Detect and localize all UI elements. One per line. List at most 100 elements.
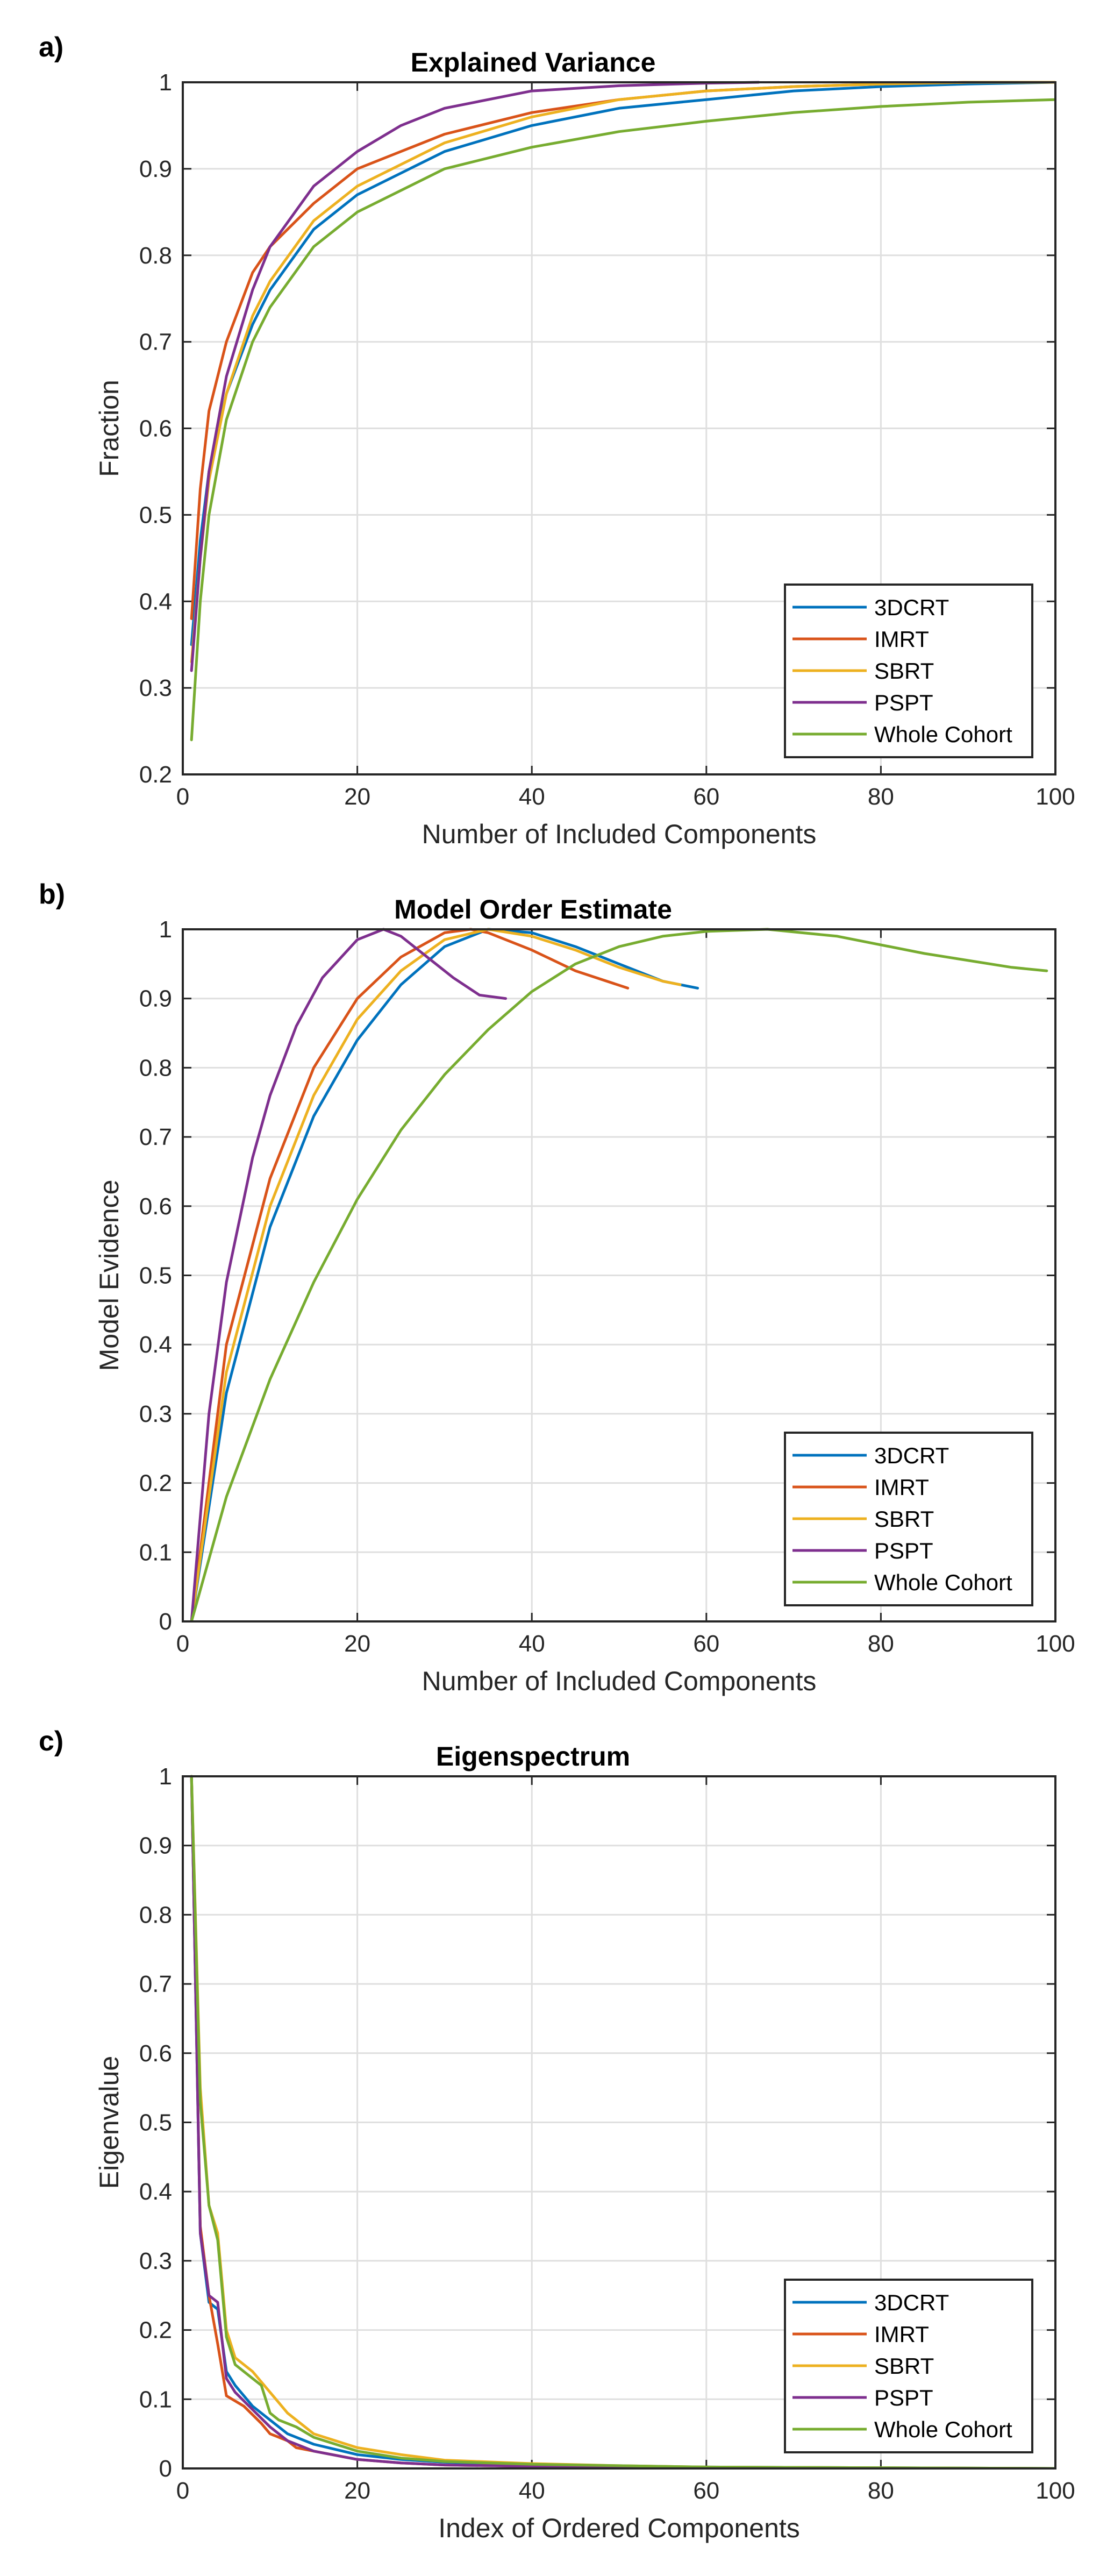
x-axis-label: Number of Included Components bbox=[422, 819, 817, 849]
x-tick-label: 80 bbox=[868, 1631, 894, 1657]
legend-entry-whole-cohort: Whole Cohort bbox=[874, 2417, 1012, 2442]
x-tick-label: 80 bbox=[868, 784, 894, 810]
series-line-sbrt bbox=[190, 81, 1055, 664]
legend-entry-3dcrt: 3DCRT bbox=[874, 2290, 949, 2315]
series-line-pspt bbox=[190, 928, 507, 1621]
series-group bbox=[190, 81, 1055, 742]
y-tick-label: 0.4 bbox=[139, 588, 172, 615]
y-tick-label: 1 bbox=[159, 1763, 172, 1790]
y-axis-label: Fraction bbox=[94, 380, 124, 477]
y-axis-label: Eigenvalue bbox=[94, 2056, 124, 2189]
y-tick-label: 0.7 bbox=[139, 329, 172, 355]
legend: 3DCRT IMRT SBRT PSPT Whole Cohort bbox=[784, 1432, 1033, 1606]
x-tick-label: 80 bbox=[868, 2478, 894, 2504]
chart-title: Explained Variance bbox=[411, 47, 656, 77]
x-tick-label: 20 bbox=[344, 2478, 370, 2504]
legend-entry-sbrt: SBRT bbox=[874, 658, 934, 684]
series-line-whole-cohort bbox=[190, 1775, 1055, 2468]
y-tick-label: 0.8 bbox=[139, 243, 172, 269]
x-tick-label: 100 bbox=[1036, 784, 1075, 810]
y-tick-label: 0.2 bbox=[139, 2317, 172, 2344]
x-tick-label: 0 bbox=[176, 784, 189, 810]
y-tick-label: 0.9 bbox=[139, 1833, 172, 1859]
chart-panel-3: c) 0 20 40 60 80 100 0 0.1 0.2 0.3 0.4 0.5 0.6 0.7 0.8 0… bbox=[39, 1726, 1075, 2543]
x-tick-label: 60 bbox=[693, 1631, 719, 1657]
legend-entry-imrt: IMRT bbox=[874, 1475, 929, 1500]
legend-entry-pspt: PSPT bbox=[874, 2385, 933, 2410]
y-tick-label: 0.7 bbox=[139, 1124, 172, 1150]
axes-frame bbox=[182, 1775, 1056, 2470]
x-tick-label: 40 bbox=[519, 1631, 545, 1657]
chart-panel-2: b) 0 20 40 60 80 100 0 0.1 0.2 0.3 0.4 0.5 0.6 0.7 0.8 0… bbox=[39, 879, 1075, 1696]
legend: 3DCRT IMRT SBRT PSPT Whole Cohort bbox=[784, 583, 1033, 758]
x-tick-label: 60 bbox=[693, 2478, 719, 2504]
chart-title: Eigenspectrum bbox=[436, 1741, 630, 1771]
series-line-3dcrt bbox=[190, 81, 1055, 646]
legend-entry-pspt: PSPT bbox=[874, 1538, 933, 1563]
y-tick-label: 0.2 bbox=[139, 1470, 172, 1497]
chart-title: Model Order Estimate bbox=[394, 894, 672, 924]
x-tick-label: 0 bbox=[176, 2478, 189, 2504]
y-tick-label: 0.1 bbox=[139, 2386, 172, 2413]
x-tick-label: 0 bbox=[176, 1631, 189, 1657]
y-tick-label: 0.5 bbox=[139, 1263, 172, 1289]
legend-entry-3dcrt: 3DCRT bbox=[874, 595, 949, 620]
panel-letter: b) bbox=[39, 879, 65, 910]
y-tick-label: 0 bbox=[159, 1609, 172, 1635]
y-tick-label: 0.9 bbox=[139, 986, 172, 1012]
y-tick-label: 0.6 bbox=[139, 416, 172, 442]
x-tick-label: 40 bbox=[519, 784, 545, 810]
series-line-3dcrt bbox=[190, 928, 699, 1621]
y-tick-label: 0.6 bbox=[139, 2040, 172, 2067]
series-line-imrt bbox=[190, 928, 630, 1621]
legend: 3DCRT IMRT SBRT PSPT Whole Cohort bbox=[784, 2279, 1033, 2453]
legend-entry-3dcrt: 3DCRT bbox=[874, 1443, 949, 1468]
x-tick-label: 40 bbox=[519, 2478, 545, 2504]
chart-panel-1: a) 0 20 40 60 80 100 0.2 0.3 0.4 0.5 0.6 0.7 0.8 0.9 1 E… bbox=[39, 32, 1075, 849]
panel-letter: a) bbox=[39, 32, 63, 63]
y-tick-label: 0.7 bbox=[139, 1971, 172, 1997]
legend-entry-sbrt: SBRT bbox=[874, 1506, 934, 1532]
axes-frame bbox=[182, 928, 1056, 1623]
y-tick-label: 0.1 bbox=[139, 1539, 172, 1565]
x-axis-label: Number of Included Components bbox=[422, 1666, 817, 1696]
y-tick-label: 0.9 bbox=[139, 156, 172, 182]
series-line-whole-cohort bbox=[190, 98, 1055, 742]
y-tick-label: 0.3 bbox=[139, 675, 172, 701]
series-group bbox=[190, 928, 1048, 1621]
y-tick-label: 0.8 bbox=[139, 1902, 172, 1928]
legend-entry-whole-cohort: Whole Cohort bbox=[874, 1570, 1012, 1595]
y-tick-label: 0.3 bbox=[139, 2248, 172, 2274]
series-group bbox=[190, 1775, 1055, 2468]
y-tick-label: 0.4 bbox=[139, 1332, 172, 1358]
legend-entry-sbrt: SBRT bbox=[874, 2353, 934, 2379]
x-tick-label: 100 bbox=[1036, 1631, 1075, 1657]
y-tick-label: 0.5 bbox=[139, 2110, 172, 2136]
y-tick-label: 1 bbox=[159, 916, 172, 943]
y-tick-label: 0 bbox=[159, 2456, 172, 2482]
y-tick-label: 0.4 bbox=[139, 2179, 172, 2205]
legend-entry-imrt: IMRT bbox=[874, 2322, 929, 2347]
legend-entry-imrt: IMRT bbox=[874, 627, 929, 652]
legend-entry-whole-cohort: Whole Cohort bbox=[874, 722, 1012, 747]
series-line-pspt bbox=[190, 81, 760, 672]
x-tick-label: 60 bbox=[693, 784, 719, 810]
y-tick-label: 0.5 bbox=[139, 502, 172, 528]
series-line-imrt bbox=[190, 81, 1055, 620]
x-axis-label: Index of Ordered Components bbox=[438, 2513, 800, 2543]
y-tick-label: 0.2 bbox=[139, 762, 172, 788]
y-tick-label: 1 bbox=[159, 69, 172, 96]
x-tick-label: 20 bbox=[344, 1631, 370, 1657]
x-tick-label: 100 bbox=[1036, 2478, 1075, 2504]
series-line-whole-cohort bbox=[190, 928, 1048, 1621]
y-axis-label: Model Evidence bbox=[94, 1180, 124, 1371]
y-tick-label: 0.8 bbox=[139, 1055, 172, 1081]
x-tick-label: 20 bbox=[344, 784, 370, 810]
panel-letter: c) bbox=[39, 1726, 63, 1757]
y-tick-label: 0.6 bbox=[139, 1193, 172, 1220]
legend-entry-pspt: PSPT bbox=[874, 690, 933, 715]
axes-frame bbox=[182, 81, 1056, 775]
y-tick-label: 0.3 bbox=[139, 1401, 172, 1427]
series-line-sbrt bbox=[190, 928, 682, 1621]
